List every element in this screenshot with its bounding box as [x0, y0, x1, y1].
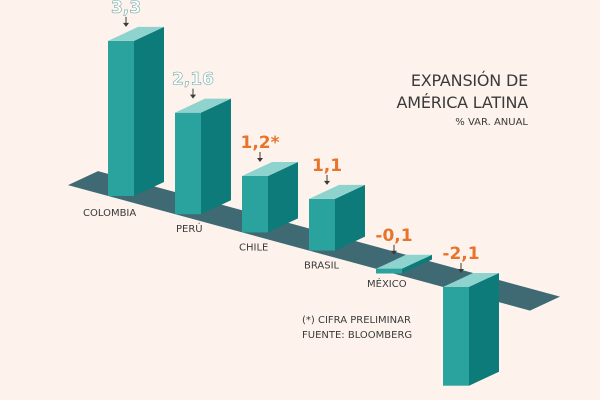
preliminary-note: (*) CIFRA PRELIMINAR: [302, 315, 411, 326]
value-label-0: 3,3: [111, 0, 141, 18]
source-note: FUENTE: BLOOMBERG: [302, 330, 413, 341]
bar-front-4: [376, 268, 402, 274]
bar-top-3: [309, 184, 365, 199]
value-label-3: 1,1: [312, 156, 342, 176]
chart-subtitle: % VAR. ANUAL: [455, 117, 528, 128]
bar-front-1: [175, 112, 201, 215]
bar-front-5: [443, 287, 469, 386]
bar-side-2: [268, 162, 298, 233]
category-label-4: MÉXICO: [367, 277, 407, 290]
value-arrowhead-2: [257, 158, 263, 162]
bar-top-1: [175, 98, 231, 113]
bar-side-4: [402, 254, 432, 274]
category-label-2: CHILE: [239, 242, 268, 253]
category-label-1: PERÚ: [176, 222, 203, 235]
bar-side-5: [469, 273, 499, 386]
bar-side-0: [134, 26, 164, 197]
value-label-2: 1,2*: [240, 133, 279, 153]
bar-top-4: [376, 254, 432, 269]
value-arrowhead-5: [458, 269, 464, 273]
value-label-1: 2,16: [172, 70, 214, 90]
bar-front-0: [108, 40, 134, 197]
bar-front-3: [309, 198, 335, 251]
value-arrowhead-4: [391, 250, 397, 255]
value-label-4: -0,1: [375, 226, 412, 246]
bar-top-0: [108, 26, 164, 41]
chart-title-line-2: AMÉRICA LATINA: [396, 93, 529, 112]
value-arrowhead-1: [190, 94, 196, 99]
chart-title-line-1: EXPANSIÓN DE: [410, 71, 528, 90]
bar-top-5: [443, 273, 499, 287]
value-label-5: -2,1: [442, 244, 479, 264]
chart-title-block: EXPANSIÓN DE AMÉRICA LATINA % VAR. ANUAL: [397, 70, 529, 128]
category-label-3: BRASIL: [304, 261, 340, 272]
chart-notes: (*) CIFRA PRELIMINAR FUENTE: BLOOMBERG: [302, 313, 412, 343]
bar-top-2: [242, 162, 298, 176]
value-arrowhead-3: [324, 180, 330, 185]
category-label-0: COLOMBIA: [83, 208, 136, 219]
bar-front-2: [242, 176, 268, 233]
bar-side-1: [201, 98, 231, 215]
bar-side-3: [335, 184, 365, 251]
value-arrowhead-0: [123, 22, 129, 27]
